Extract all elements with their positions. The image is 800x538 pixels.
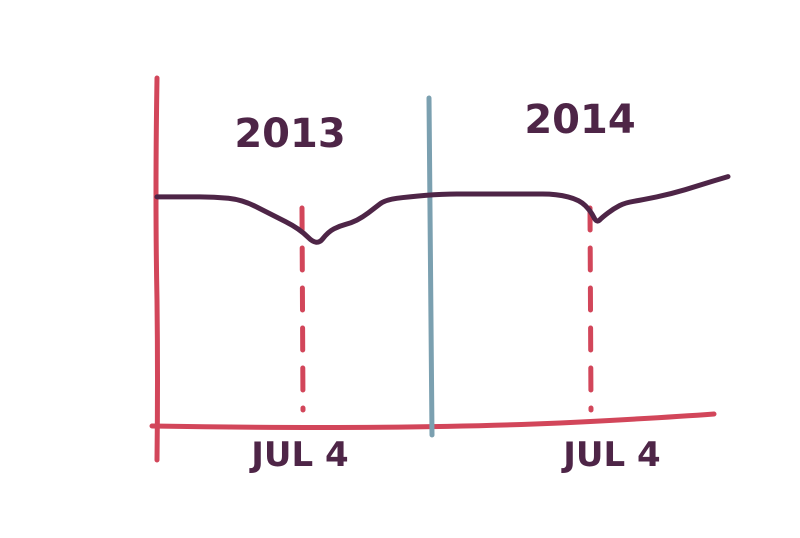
year-divider [426, 95, 435, 438]
marker-line-2013 [299, 205, 306, 413]
series [154, 174, 731, 245]
marker-line-2014 [587, 205, 594, 413]
axes [149, 75, 717, 463]
year-divider-line [426, 95, 435, 438]
y-axis [153, 75, 160, 463]
series-line [154, 174, 731, 245]
labels: 2013 2014 JUL 4 JUL 4 [234, 97, 660, 475]
x-axis [149, 411, 717, 430]
year-label-2014: 2014 [524, 97, 635, 143]
marker-label-2014: JUL 4 [561, 435, 660, 475]
year-label-2013: 2013 [234, 111, 345, 157]
marker-label-2013: JUL 4 [249, 435, 348, 475]
marker-lines [299, 205, 594, 413]
